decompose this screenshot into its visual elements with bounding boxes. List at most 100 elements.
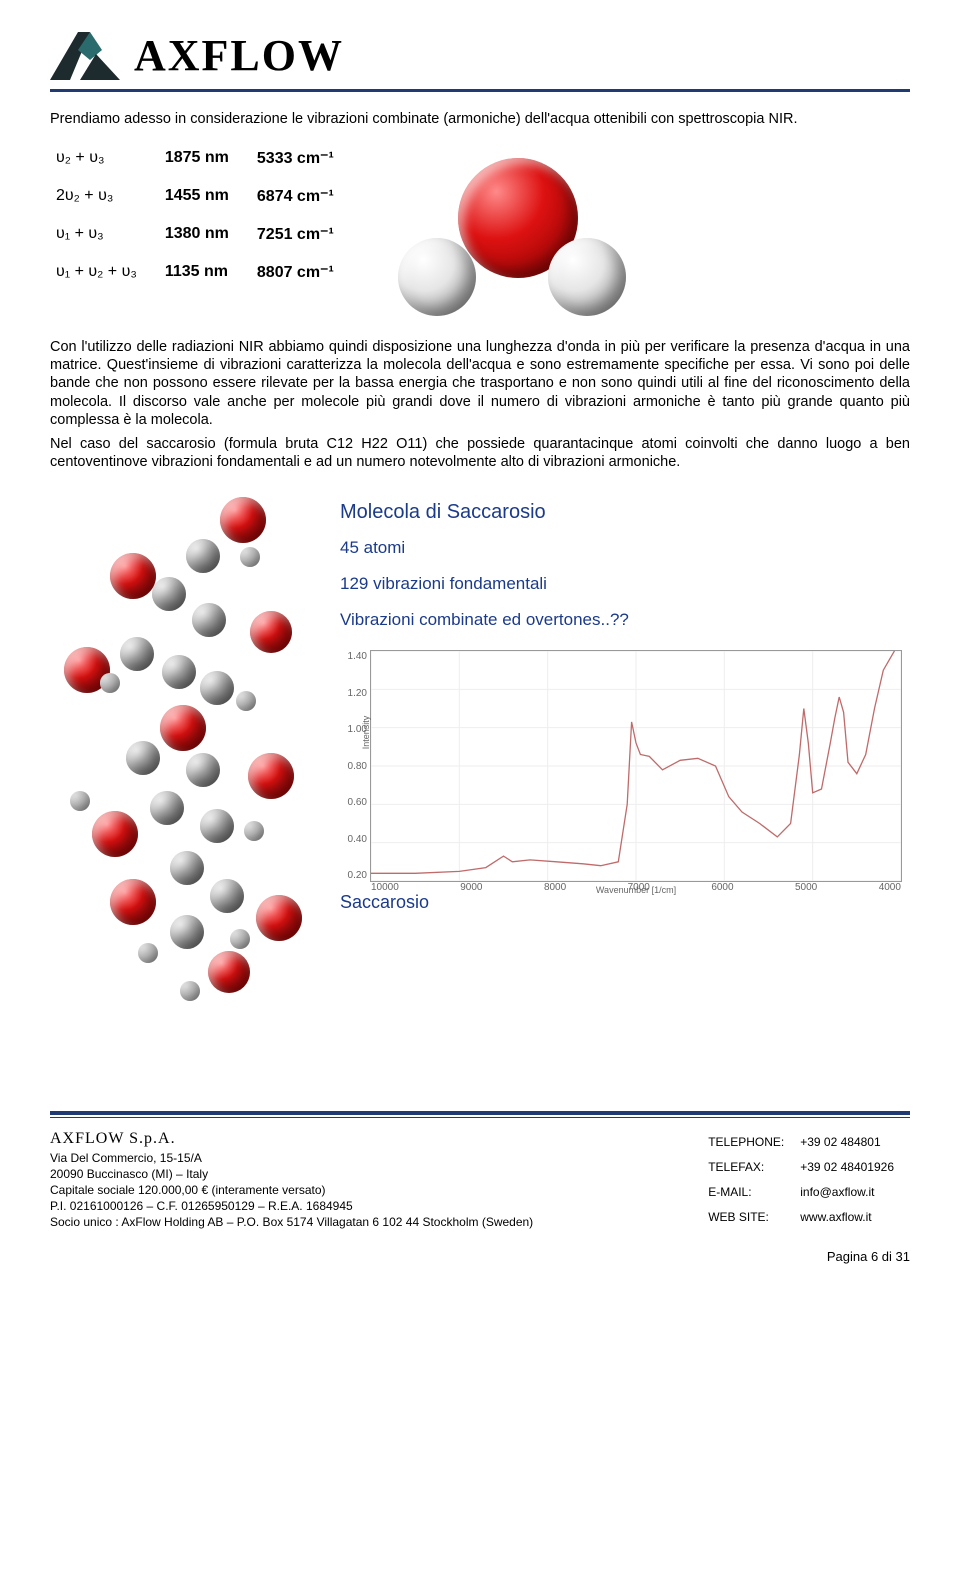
red-atom-icon	[256, 895, 302, 941]
body-paragraph-2: Nel caso del saccarosio (formula bruta C…	[50, 435, 910, 471]
grey-atom-icon	[170, 915, 204, 949]
white-atom-icon	[548, 238, 626, 316]
spectra-cell: 5333 cm⁻¹	[253, 140, 356, 176]
footer-contact-label: TELEPHONE:	[708, 1130, 798, 1153]
chart-ytick: 0.40	[341, 834, 367, 845]
intro-paragraph: Prendiamo adesso in considerazione le vi…	[50, 110, 910, 128]
spectra-cell: 1875 nm	[161, 140, 251, 176]
chart-xtick: 4000	[879, 882, 901, 893]
chart-ytick: 0.60	[341, 797, 367, 808]
grey-atom-icon	[150, 791, 184, 825]
spectra-row: 2υ₂ + υ₃1455 nm6874 cm⁻¹	[52, 178, 356, 214]
footer-divider-top	[50, 1111, 910, 1115]
chart-ytick: 0.80	[341, 761, 367, 772]
chart-xtick: 9000	[460, 882, 482, 893]
footer-company: AXFLOW S.p.A.	[50, 1128, 533, 1150]
white-atom-icon	[138, 943, 158, 963]
grey-atom-icon	[152, 577, 186, 611]
header-divider	[50, 89, 910, 92]
red-atom-icon	[250, 611, 292, 653]
white-atom-icon	[230, 929, 250, 949]
red-atom-icon	[248, 753, 294, 799]
red-atom-icon	[160, 705, 206, 751]
footer-contacts: TELEPHONE:+39 02 484801TELEFAX:+39 02 48…	[706, 1128, 910, 1231]
red-atom-icon	[110, 553, 156, 599]
saccharose-molecule-figure	[50, 491, 310, 1031]
grey-atom-icon	[186, 539, 220, 573]
spectra-cell: υ₁ + υ₂ + υ₃	[52, 254, 159, 290]
footer-contact-label: TELEFAX:	[708, 1155, 798, 1178]
grey-atom-icon	[120, 637, 154, 671]
grey-atom-icon	[126, 741, 160, 775]
spectra-table: υ₂ + υ₃1875 nm5333 cm⁻¹2υ₂ + υ₃1455 nm68…	[50, 138, 358, 292]
red-atom-icon	[208, 951, 250, 993]
footer-contact-row: E-MAIL:info@axflow.it	[708, 1180, 908, 1203]
footer-contact-row: TELEFAX:+39 02 48401926	[708, 1155, 908, 1178]
footer-contact-value: info@axflow.it	[800, 1180, 908, 1203]
footer-contact-value: +39 02 484801	[800, 1130, 908, 1153]
body-paragraph-1: Con l'utilizzo delle radiazioni NIR abbi…	[50, 338, 910, 429]
header-logo: AXFLOW	[50, 30, 910, 81]
footer-contact-value: +39 02 48401926	[800, 1155, 908, 1178]
chart-xtick: 5000	[795, 882, 817, 893]
white-atom-icon	[70, 791, 90, 811]
chart-ytick: 0.20	[341, 870, 367, 881]
footer-contact-value: www.axflow.it	[800, 1205, 908, 1228]
water-molecule-figure	[398, 148, 638, 318]
chart-ylabel: Intensity	[361, 716, 371, 750]
spectra-cell: 1380 nm	[161, 216, 251, 252]
footer-addr5: Socio unico : AxFlow Holding AB – P.O. B…	[50, 1214, 533, 1230]
white-atom-icon	[240, 547, 260, 567]
footer-contact-row: WEB SITE:www.axflow.it	[708, 1205, 908, 1228]
chart-xtick: 10000	[371, 882, 399, 893]
footer-contact-label: WEB SITE:	[708, 1205, 798, 1228]
grey-atom-icon	[200, 671, 234, 705]
page-number: Pagina 6 di 31	[50, 1249, 910, 1264]
footer-addr3: Capitale sociale 120.000,00 € (interamen…	[50, 1182, 533, 1198]
saccharose-spectrum-chart: 1.401.201.000.800.600.400.20 10000900080…	[370, 650, 902, 882]
footer-addr4: P.I. 02161000126 – C.F. 01265950129 – R.…	[50, 1198, 533, 1214]
spectra-cell: 7251 cm⁻¹	[253, 216, 356, 252]
logo-wordmark: AXFLOW	[134, 30, 344, 81]
chart-xtick: 8000	[544, 882, 566, 893]
chart-ytick: 1.40	[341, 651, 367, 662]
white-atom-icon	[244, 821, 264, 841]
grey-atom-icon	[210, 879, 244, 913]
spectra-cell: 6874 cm⁻¹	[253, 178, 356, 214]
footer-addr2: 20090 Buccinasco (MI) – Italy	[50, 1166, 533, 1182]
spectra-cell: 8807 cm⁻¹	[253, 254, 356, 290]
saccharose-vibrations: 129 vibrazioni fondamentali	[340, 574, 910, 594]
white-atom-icon	[236, 691, 256, 711]
white-atom-icon	[180, 981, 200, 1001]
spectra-row: υ₁ + υ₂ + υ₃1135 nm8807 cm⁻¹	[52, 254, 356, 290]
white-atom-icon	[398, 238, 476, 316]
saccharose-atoms: 45 atomi	[340, 538, 910, 558]
red-atom-icon	[110, 879, 156, 925]
spectra-row: υ₁ + υ₃1380 nm7251 cm⁻¹	[52, 216, 356, 252]
page-footer: AXFLOW S.p.A. Via Del Commercio, 15-15/A…	[50, 1128, 910, 1231]
spectra-row: υ₂ + υ₃1875 nm5333 cm⁻¹	[52, 140, 356, 176]
footer-contact-label: E-MAIL:	[708, 1180, 798, 1203]
grey-atom-icon	[162, 655, 196, 689]
red-atom-icon	[220, 497, 266, 543]
chart-xtick: 6000	[711, 882, 733, 893]
footer-divider-thin	[50, 1117, 910, 1118]
grey-atom-icon	[170, 851, 204, 885]
red-atom-icon	[92, 811, 138, 857]
logo-mark-icon	[50, 32, 120, 80]
saccharose-overtones: Vibrazioni combinate ed overtones..??	[340, 610, 910, 630]
spectra-cell: υ₁ + υ₃	[52, 216, 159, 252]
spectra-cell: υ₂ + υ₃	[52, 140, 159, 176]
grey-atom-icon	[200, 809, 234, 843]
chart-ytick: 1.20	[341, 688, 367, 699]
spectra-cell: 1135 nm	[161, 254, 251, 290]
saccharose-title: Molecola di Saccarosio	[340, 501, 910, 524]
footer-addr1: Via Del Commercio, 15-15/A	[50, 1150, 533, 1166]
chart-xlabel: Wavenumber [1/cm]	[596, 885, 676, 895]
spectra-cell: 2υ₂ + υ₃	[52, 178, 159, 214]
grey-atom-icon	[192, 603, 226, 637]
spectra-cell: 1455 nm	[161, 178, 251, 214]
footer-contact-row: TELEPHONE:+39 02 484801	[708, 1130, 908, 1153]
saccharose-caption: Saccarosio	[340, 892, 910, 913]
white-atom-icon	[100, 673, 120, 693]
